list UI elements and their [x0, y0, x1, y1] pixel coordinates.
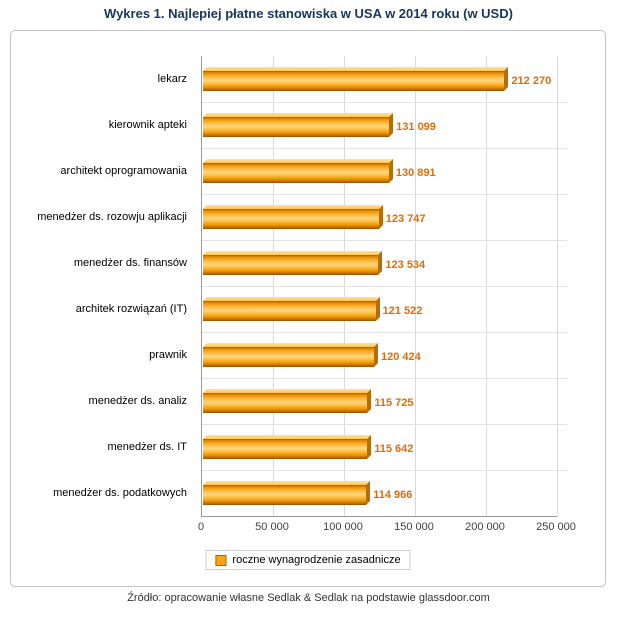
- tick-label: 50 000: [255, 521, 289, 533]
- bar: [203, 393, 368, 413]
- row-gridline: [202, 148, 567, 149]
- value-label: 120 424: [381, 351, 421, 363]
- tick-label: 150 000: [394, 521, 434, 533]
- value-label: 212 270: [511, 75, 552, 87]
- category-label: kierownik apteki: [108, 118, 187, 131]
- row-gridline: [202, 194, 567, 195]
- row-gridline: [202, 286, 567, 287]
- tick-label: 250 000: [536, 521, 576, 533]
- category-label: menedżer ds. podatkowych: [53, 486, 187, 499]
- bar: [203, 117, 390, 137]
- legend-swatch-icon: [215, 554, 227, 566]
- value-label: 131 099: [396, 121, 436, 133]
- bar: [203, 71, 505, 91]
- bar: [203, 439, 368, 459]
- category-label: menedżer ds. IT: [107, 440, 187, 453]
- value-label: 121 522: [382, 305, 423, 317]
- legend-label: roczne wynagrodzenie zasadnicze: [232, 554, 401, 566]
- tick-label: 0: [197, 521, 205, 533]
- bar: [203, 255, 379, 275]
- x-axis: 0 50 000 100 000 150 000 200 000 250 000: [197, 521, 576, 535]
- category-label: architek rozwiązań (IT): [75, 302, 187, 315]
- value-label: 115 642: [374, 443, 414, 455]
- bar: [203, 209, 379, 229]
- legend: roczne wynagrodzenie zasadnicze: [205, 550, 411, 570]
- category-axis: lekarz kierownik apteki architekt oprogram…: [17, 56, 195, 516]
- tick-label: 100 000: [323, 521, 363, 533]
- row-gridline: [202, 378, 567, 379]
- value-label: 114 966: [373, 489, 413, 501]
- bar: [203, 485, 367, 505]
- category-label: prawnik: [149, 348, 187, 361]
- category-label: menedżer ds. rozowju aplikacji: [37, 210, 187, 223]
- value-label: 123 534: [385, 259, 426, 271]
- category-label: lekarz: [157, 72, 187, 85]
- row-gridline: [202, 470, 567, 471]
- category-label: menedżer ds. analiz: [88, 394, 187, 407]
- bar: [203, 163, 389, 183]
- source-note: Źródło: opracowanie własne Sedlak & Sedl…: [127, 592, 490, 604]
- value-label: 130 891: [395, 167, 436, 179]
- bar: [203, 301, 376, 321]
- category-label: menedżer ds. finansów: [73, 256, 187, 269]
- value-label: 123 747: [385, 213, 426, 225]
- tick-label: 200 000: [465, 521, 505, 533]
- chart-title: Wykres 1. Najlepiej płatne stanowiska w …: [104, 6, 513, 21]
- value-label: 115 725: [374, 397, 414, 409]
- category-label: architekt oprogramowania: [60, 164, 187, 177]
- row-gridline: [202, 424, 567, 425]
- row-gridline: [202, 240, 567, 241]
- plot-area: 212 270 131 099 130 891 123 747 123 534 121 5…: [201, 56, 567, 517]
- row-gridline: [202, 102, 567, 103]
- bar: [203, 347, 374, 367]
- row-gridline: [202, 332, 567, 333]
- chart-container: lekarz kierownik apteki architekt oprogram…: [10, 30, 606, 587]
